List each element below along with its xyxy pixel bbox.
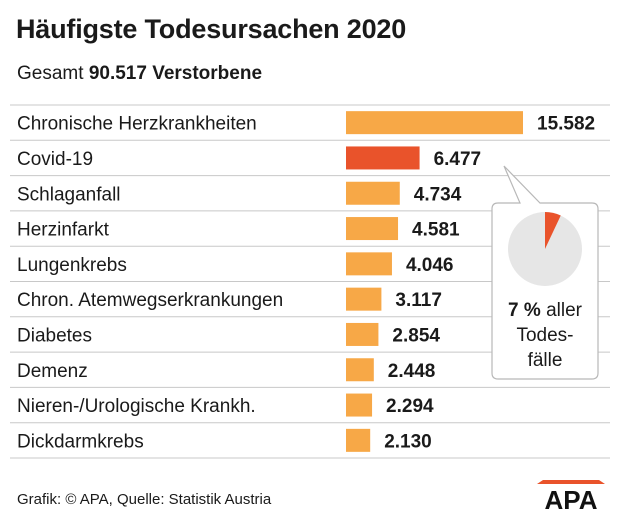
bar — [346, 358, 374, 382]
apa-logo: APA — [535, 480, 607, 517]
bar — [346, 428, 371, 452]
value-label: 4.734 — [414, 184, 462, 205]
category-label: Chron. Atemwegserkrankungen — [17, 290, 283, 311]
callout-text-3: fälle — [527, 350, 563, 371]
bar — [346, 393, 373, 417]
category-label: Chronische Herzkrankheiten — [17, 114, 257, 135]
bar — [346, 181, 400, 205]
callout-text: 7 % aller Todes- fälle — [494, 298, 596, 373]
category-label: Lungenkrebs — [17, 255, 127, 276]
subtitle-total: 90.517 Verstorbene — [88, 63, 263, 84]
callout-text-2: Todes- — [516, 325, 574, 346]
value-label: 15.582 — [537, 114, 595, 135]
category-label: Nieren-/Urologische Krankh. — [17, 396, 256, 417]
value-label: 2.294 — [386, 396, 434, 417]
value-label: 2.854 — [392, 325, 440, 346]
pie-slice — [545, 211, 561, 249]
svg-text:APA: APA — [545, 485, 598, 512]
value-label: 2.448 — [388, 361, 436, 382]
bar — [346, 252, 392, 276]
category-label: Diabetes — [17, 325, 92, 346]
subtitle-prefix: Gesamt — [17, 63, 84, 84]
bar — [346, 322, 379, 346]
chart-subtitle: Gesamt 90.517 Verstorbene — [17, 63, 262, 85]
value-label: 4.046 — [406, 255, 454, 276]
category-label: Dickdarmkrebs — [17, 431, 144, 452]
value-label: 2.130 — [384, 431, 432, 452]
value-label: 4.581 — [412, 220, 460, 241]
category-label: Herzinfarkt — [17, 220, 110, 241]
chart-title: Häufigste Todesursachen 2020 — [16, 14, 407, 44]
category-label: Schlaganfall — [17, 184, 121, 205]
callout-percent: 7 % — [508, 300, 541, 321]
source-footer: Grafik: © APA, Quelle: Statistik Austria — [17, 491, 272, 508]
category-label: Covid-19 — [17, 149, 93, 170]
bar — [346, 111, 523, 135]
callout-line-1: 7 % aller — [508, 300, 582, 321]
bar — [346, 287, 382, 311]
bar — [346, 217, 399, 241]
value-label: 6.477 — [434, 149, 482, 170]
bar — [346, 146, 420, 170]
category-label: Demenz — [17, 361, 88, 382]
value-label: 3.117 — [395, 290, 442, 311]
callout-text-1: aller — [546, 300, 582, 321]
